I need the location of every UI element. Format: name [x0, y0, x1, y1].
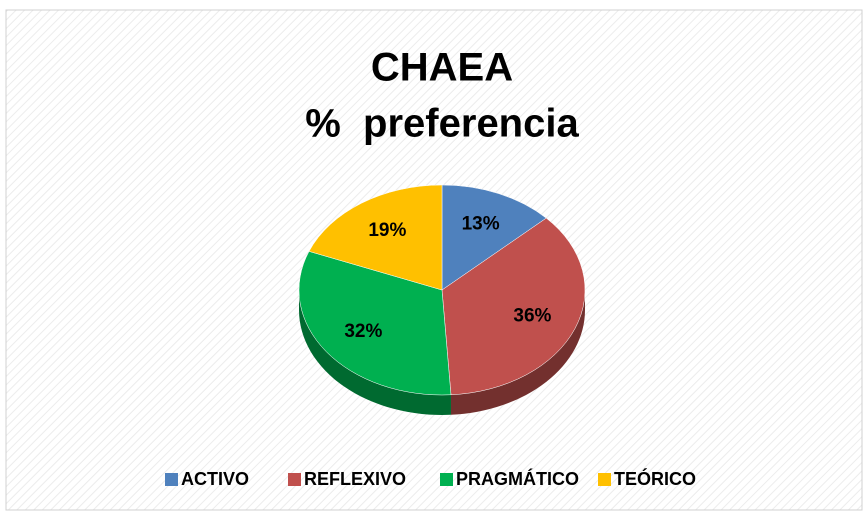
pie-slice — [441, 184, 547, 291]
legend-swatch — [598, 473, 611, 486]
legend-swatch — [440, 473, 453, 486]
pie-side — [299, 290, 451, 415]
chart-title: CHAEA — [371, 46, 513, 90]
legend-swatch — [165, 473, 178, 486]
data-label: 13% — [462, 213, 500, 234]
data-label: 19% — [368, 220, 406, 241]
legend-label: TEÓRICO — [614, 468, 696, 489]
legend-swatch — [288, 473, 301, 486]
chart-subtitle: % preferencia — [305, 102, 579, 146]
legend-label: ACTIVO — [181, 469, 249, 489]
pie-slice — [441, 217, 586, 396]
pie-slice — [298, 251, 452, 396]
legend-label: PRAGMÁTICO — [456, 468, 579, 489]
pie-slice — [308, 184, 443, 291]
data-label: 32% — [344, 321, 382, 342]
data-label: 36% — [513, 305, 551, 326]
legend-label: REFLEXIVO — [304, 469, 406, 489]
pie-side — [450, 290, 585, 415]
